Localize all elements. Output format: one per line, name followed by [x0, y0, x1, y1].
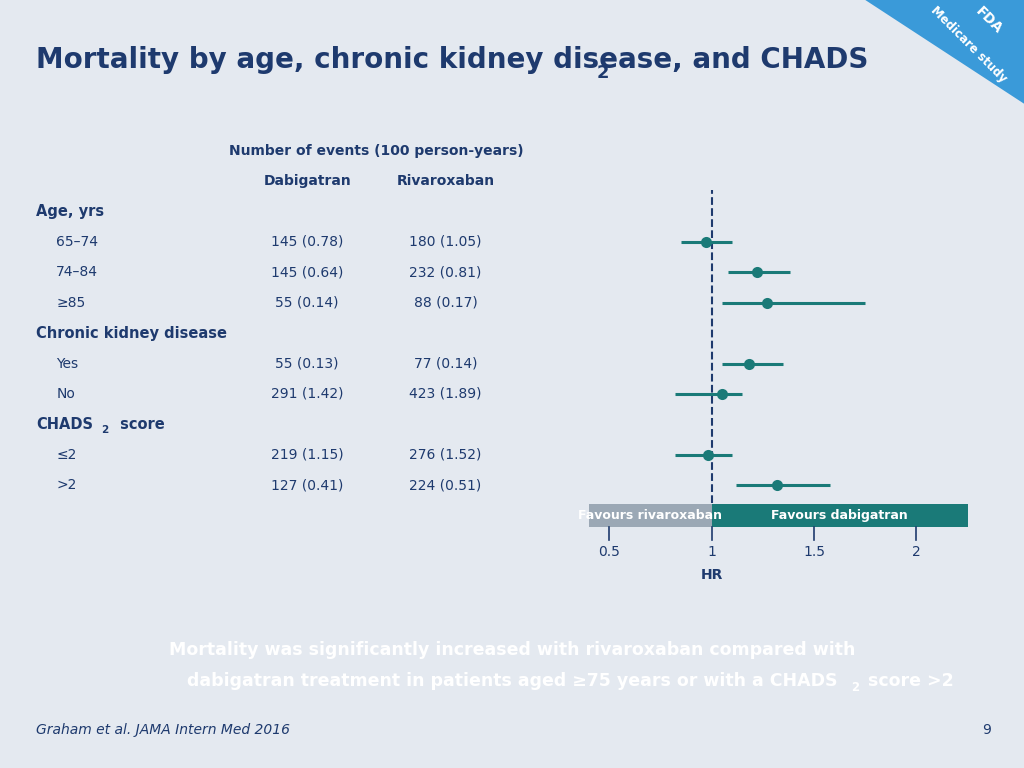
Text: Rivaroxaban: Rivaroxaban — [396, 174, 495, 188]
Text: 219 (1.15): 219 (1.15) — [271, 448, 343, 462]
Text: 2: 2 — [597, 64, 609, 81]
Text: 291 (1.42): 291 (1.42) — [271, 387, 343, 401]
Text: 65–74: 65–74 — [56, 235, 98, 249]
Text: Favours dabigatran: Favours dabigatran — [771, 509, 908, 522]
Text: 1: 1 — [708, 545, 716, 559]
Text: score >2: score >2 — [862, 672, 954, 690]
Text: 423 (1.89): 423 (1.89) — [410, 387, 481, 401]
Text: 55 (0.13): 55 (0.13) — [275, 356, 339, 371]
Text: 127 (0.41): 127 (0.41) — [271, 478, 343, 492]
Text: HR: HR — [700, 568, 723, 581]
Text: 9: 9 — [982, 723, 991, 737]
Text: 145 (0.78): 145 (0.78) — [271, 235, 343, 249]
Text: Favours rivaroxaban: Favours rivaroxaban — [579, 509, 722, 522]
Text: 232 (0.81): 232 (0.81) — [410, 265, 481, 280]
Text: 276 (1.52): 276 (1.52) — [410, 448, 481, 462]
Text: ≤2: ≤2 — [56, 448, 77, 462]
FancyBboxPatch shape — [589, 505, 712, 527]
Text: 180 (1.05): 180 (1.05) — [410, 235, 481, 249]
Text: 1.5: 1.5 — [803, 545, 825, 559]
Text: Medicare study: Medicare study — [928, 4, 1009, 85]
Text: Mortality was significantly increased with rivaroxaban compared with: Mortality was significantly increased wi… — [169, 641, 855, 660]
Text: Number of events (100 person-years): Number of events (100 person-years) — [229, 144, 523, 157]
Polygon shape — [865, 0, 1024, 104]
Text: ≥85: ≥85 — [56, 296, 86, 310]
Text: 2: 2 — [912, 545, 921, 559]
Text: dabigatran treatment in patients aged ≥75 years or with a CHADS: dabigatran treatment in patients aged ≥7… — [186, 672, 838, 690]
Text: 55 (0.14): 55 (0.14) — [275, 296, 339, 310]
Text: score: score — [115, 417, 165, 432]
Text: >2: >2 — [56, 478, 77, 492]
Text: Graham et al. JAMA Intern Med 2016: Graham et al. JAMA Intern Med 2016 — [36, 723, 290, 737]
Text: Mortality by age, chronic kidney disease, and CHADS: Mortality by age, chronic kidney disease… — [36, 46, 868, 74]
Text: 224 (0.51): 224 (0.51) — [410, 478, 481, 492]
Text: 74–84: 74–84 — [56, 265, 98, 280]
Text: FDA: FDA — [973, 5, 1006, 37]
Text: Yes: Yes — [56, 356, 79, 371]
Text: 2: 2 — [851, 681, 859, 694]
Text: 145 (0.64): 145 (0.64) — [271, 265, 343, 280]
Text: No: No — [56, 387, 75, 401]
Text: 2: 2 — [101, 425, 109, 435]
Text: Age, yrs: Age, yrs — [36, 204, 104, 219]
Text: 88 (0.17): 88 (0.17) — [414, 296, 477, 310]
Text: 0.5: 0.5 — [598, 545, 621, 559]
Text: Dabigatran: Dabigatran — [263, 174, 351, 188]
Text: 77 (0.14): 77 (0.14) — [414, 356, 477, 371]
Text: Chronic kidney disease: Chronic kidney disease — [36, 326, 227, 341]
Text: CHADS: CHADS — [36, 417, 93, 432]
FancyBboxPatch shape — [712, 505, 968, 527]
